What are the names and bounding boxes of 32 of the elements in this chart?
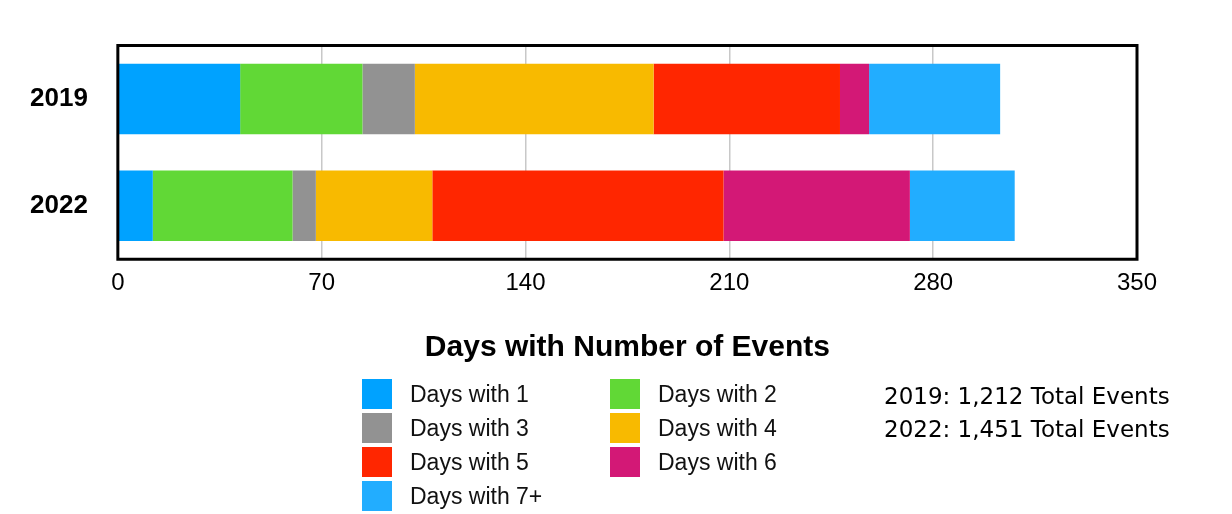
bar [723, 170, 910, 242]
legend-label: Days with 4 [658, 414, 777, 442]
legend-label: Days with 7+ [410, 482, 543, 510]
legend-label: Days with 5 [410, 448, 529, 476]
bar [315, 170, 433, 242]
bar [653, 63, 840, 135]
bar [869, 63, 1001, 135]
bar [118, 170, 153, 242]
bar [240, 63, 363, 135]
y-tick-label: 2019 [30, 82, 88, 113]
x-tick-label: 280 [913, 268, 954, 296]
legend-label: Days with 3 [410, 414, 529, 442]
x-tick-label: 140 [505, 268, 546, 296]
bar [118, 63, 241, 135]
y-tick-label: 2022 [30, 188, 88, 219]
text: 2022: 1,451 Total Events [884, 415, 1170, 444]
legend-label: Days with 2 [658, 380, 777, 408]
bar [292, 170, 316, 242]
legend-label: Days with 1 [410, 380, 529, 408]
x-axis-title: Days with Number of Events [424, 329, 830, 363]
bar [362, 63, 415, 135]
x-tick-label: 210 [709, 268, 750, 296]
bar [432, 170, 724, 242]
x-tick-label: 350 [1116, 268, 1158, 296]
text: 2019: 1,212 Total Events [884, 382, 1170, 411]
bar [839, 63, 870, 135]
x-tick-label: 0 [111, 268, 125, 296]
bar [909, 170, 1015, 242]
bar [414, 63, 654, 135]
x-tick-label: 70 [308, 268, 336, 296]
bar [152, 170, 293, 242]
legend-label: Days with 6 [658, 448, 777, 476]
